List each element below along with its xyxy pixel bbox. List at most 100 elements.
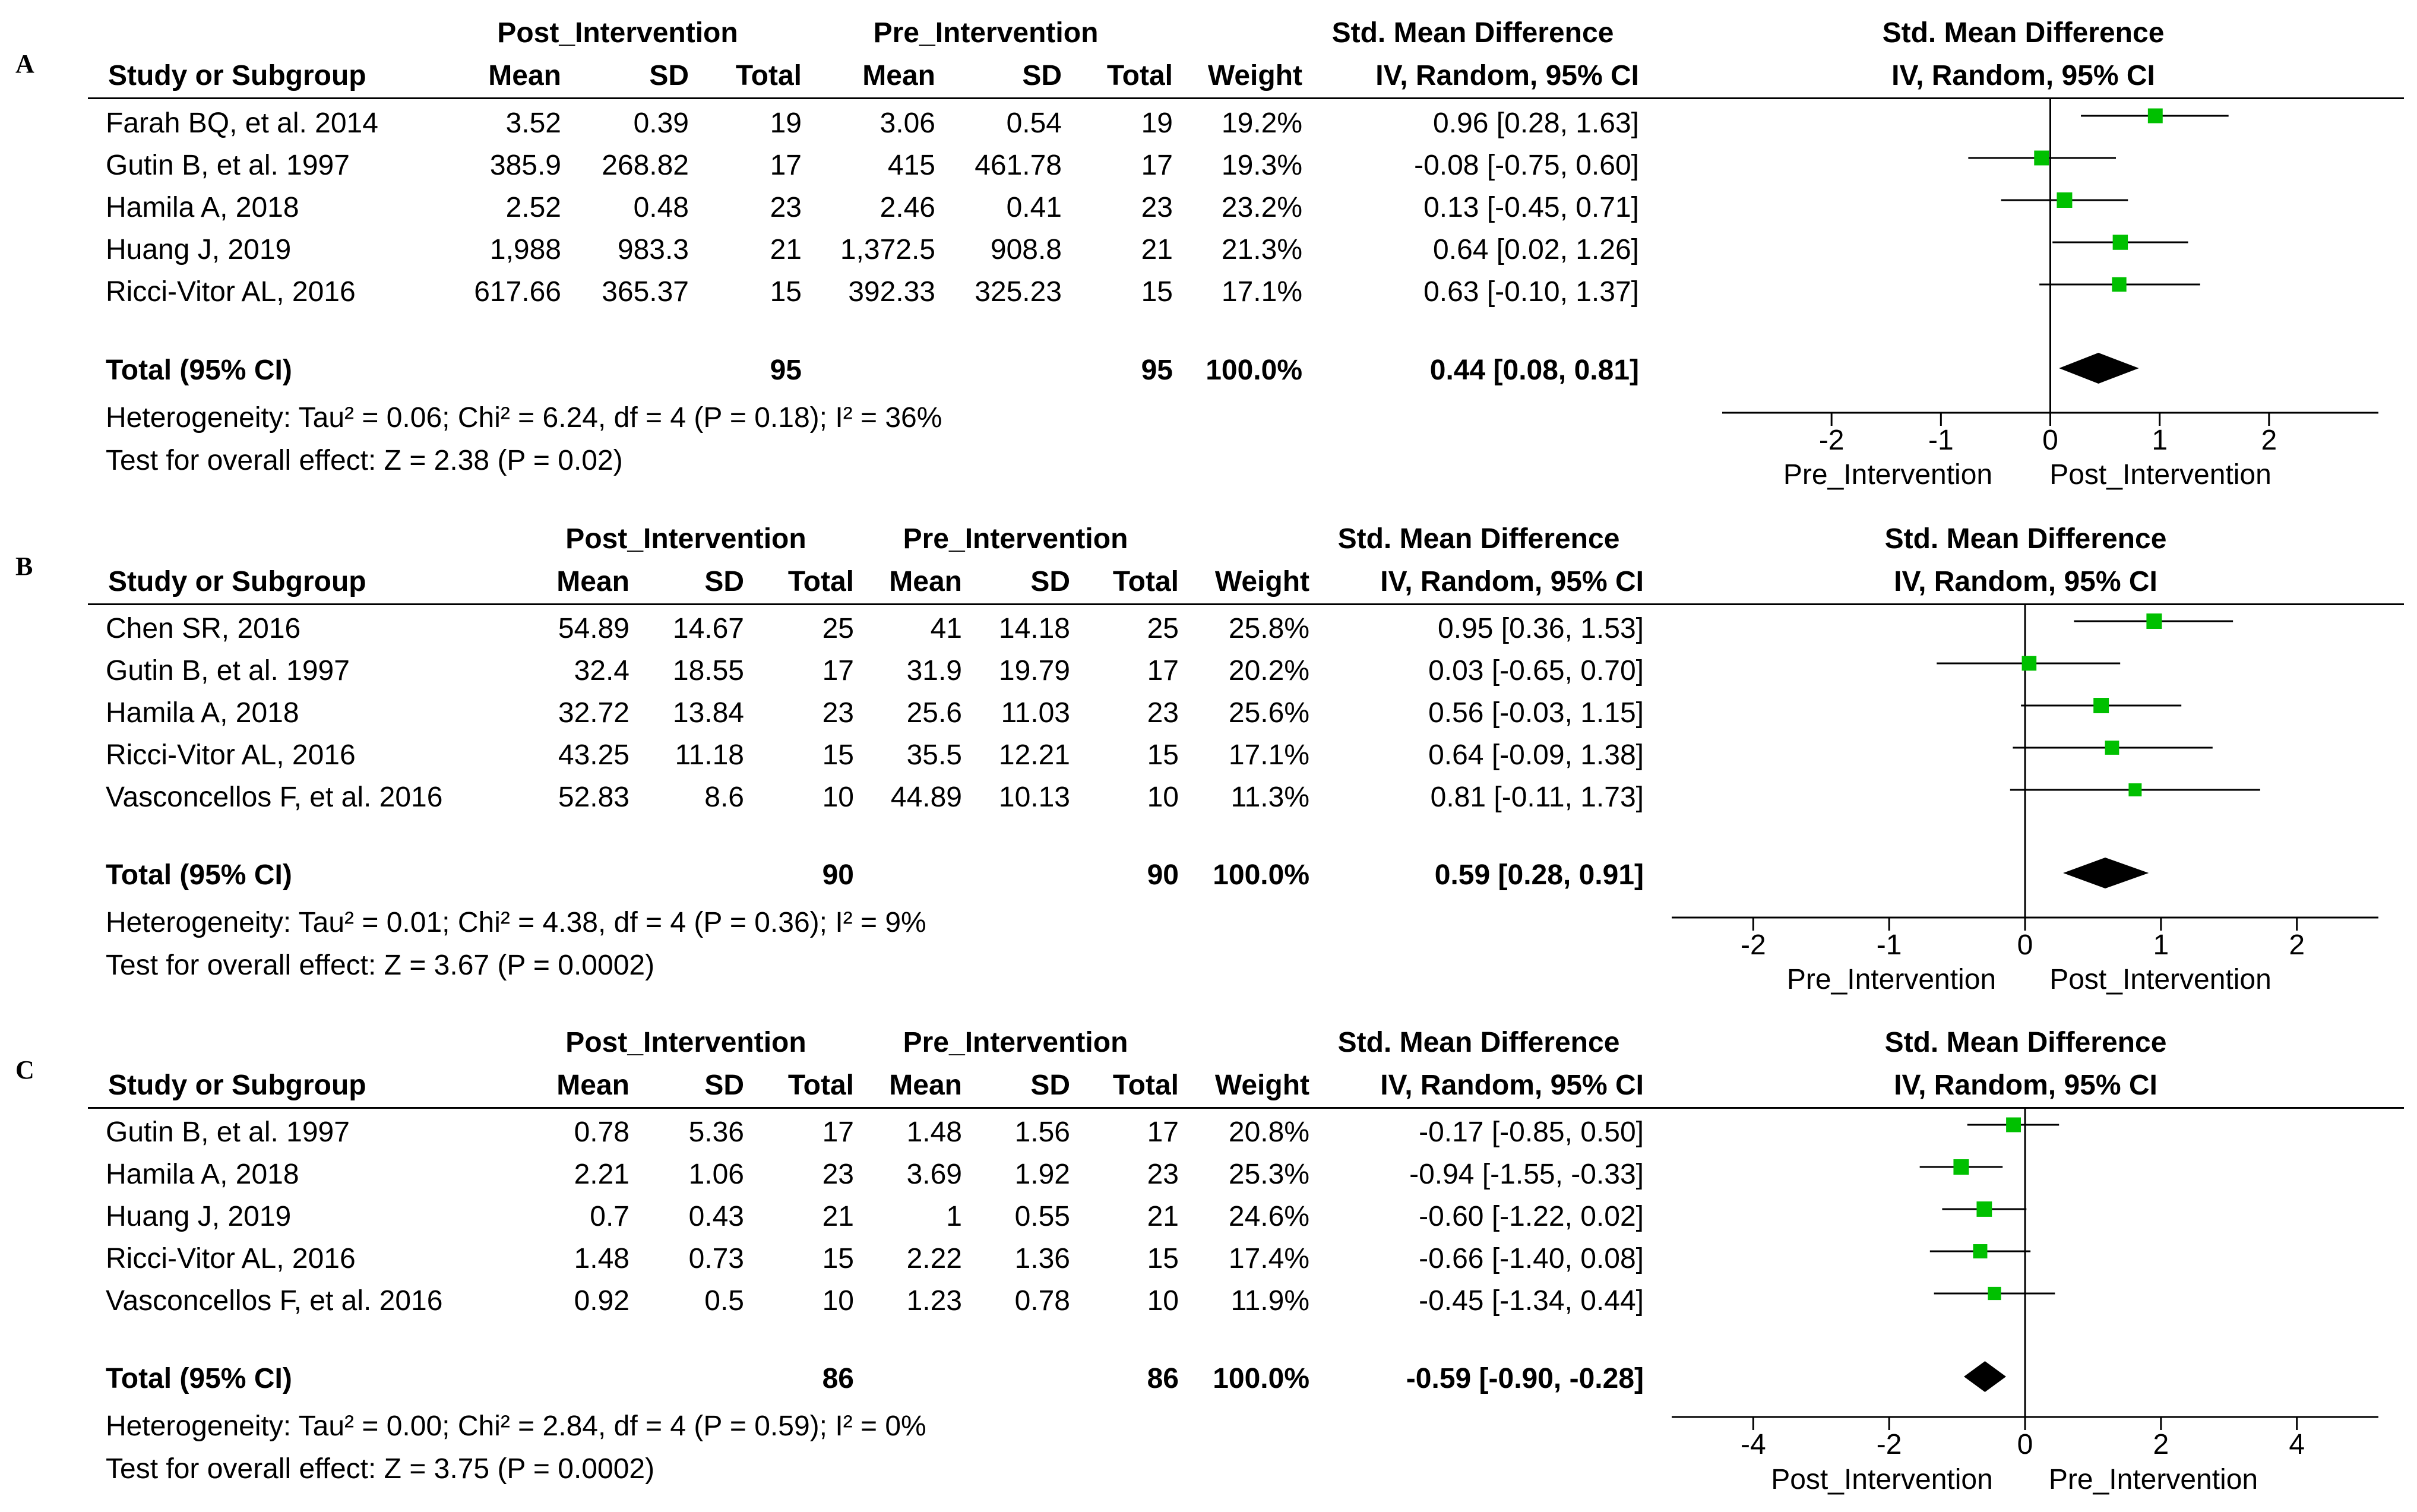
weight: 25.3%: [1228, 1159, 1309, 1190]
study-column-header: Study or Subgroup: [108, 566, 366, 597]
post-total-header: Total: [787, 1070, 854, 1101]
x-tick-label: 0: [2042, 425, 2058, 456]
header-rule: [88, 97, 2404, 99]
post-mean: 32.72: [558, 697, 629, 729]
weight: 20.8%: [1228, 1116, 1309, 1148]
post-sd: 1.06: [688, 1159, 744, 1190]
pre-total-header: Total: [1112, 566, 1179, 597]
study-name: Gutin B, et al. 1997: [106, 1116, 350, 1148]
study-name: Ricci-Vitor AL, 2016: [106, 1243, 356, 1274]
pre-total: 15: [1141, 276, 1173, 308]
header-rule: [88, 603, 2404, 605]
post-total: 17: [822, 1116, 854, 1148]
ci-method-header: IV, Random, 95% CI: [1375, 60, 1639, 91]
ci-method-header: IV, Random, 95% CI: [1380, 1070, 1644, 1101]
post-group-header: Post_Intervention: [565, 523, 806, 555]
total-ci-text: 0.44 [0.08, 0.81]: [1429, 355, 1639, 386]
effect-marker: [1973, 1244, 1988, 1258]
pre-sd: 0.55: [1014, 1201, 1070, 1232]
effect-marker: [2057, 192, 2073, 208]
post-total: 23: [770, 192, 802, 223]
forest-plot-panel-c: C Post_Intervention Pre_Intervention Std…: [0, 1008, 2417, 1512]
post-sd: 13.84: [672, 697, 744, 729]
pre-total-header: Total: [1112, 1070, 1179, 1101]
pre-total: 10: [1147, 1285, 1179, 1317]
pre-sd-header: SD: [1030, 566, 1070, 597]
pre-mean: 31.9: [906, 655, 962, 687]
effect-marker: [2105, 741, 2119, 755]
total-ci-text: -0.59 [-0.90, -0.28]: [1406, 1363, 1644, 1394]
pre-mean: 35.5: [906, 739, 962, 771]
total-weight: 100.0%: [1213, 859, 1309, 891]
right-favours-label: Pre_Intervention: [2048, 1464, 2258, 1495]
post-grand-total: 95: [770, 355, 802, 386]
pre-group-header: Pre_Intervention: [903, 523, 1128, 555]
ci-text: 0.95 [0.36, 1.53]: [1438, 613, 1644, 644]
pre-mean: 44.89: [890, 782, 962, 813]
effect-marker: [2128, 783, 2142, 796]
smd-header-plot: Std. Mean Difference: [1882, 17, 2165, 49]
panel-label: A: [15, 49, 34, 78]
x-tick-label: 2: [2153, 1429, 2169, 1460]
post-mean: 2.52: [505, 192, 561, 223]
ci-text: 0.63 [-0.10, 1.37]: [1423, 276, 1639, 308]
study-name: Gutin B, et al. 1997: [106, 655, 350, 687]
pre-total: 17: [1141, 150, 1173, 181]
pre-sd: 1.92: [1014, 1159, 1070, 1190]
right-favours-label: Post_Intervention: [2049, 459, 2272, 491]
pre-total: 15: [1147, 1243, 1179, 1274]
weight: 17.4%: [1228, 1243, 1309, 1274]
pre-grand-total: 86: [1147, 1363, 1179, 1394]
total-label: Total (95% CI): [106, 1363, 292, 1394]
pooled-effect-diamond: [2063, 858, 2149, 888]
weight: 17.1%: [1228, 739, 1309, 771]
pre-mean: 392.33: [848, 276, 935, 308]
ci-method-header-plot: IV, Random, 95% CI: [1894, 566, 2157, 597]
study-column-header: Study or Subgroup: [108, 60, 366, 91]
weight: 21.3%: [1221, 234, 1302, 265]
pre-sd: 0.54: [1006, 107, 1062, 139]
pre-sd-header: SD: [1022, 60, 1062, 91]
post-mean: 0.78: [574, 1116, 629, 1148]
study-column-header: Study or Subgroup: [108, 1070, 366, 1101]
left-favours-label: Pre_Intervention: [1786, 964, 1997, 995]
pre-group-header: Pre_Intervention: [873, 17, 1099, 49]
post-total: 21: [770, 234, 802, 265]
smd-header: Std. Mean Difference: [1337, 1027, 1620, 1058]
pre-mean: 2.22: [906, 1243, 962, 1274]
ci-method-header: IV, Random, 95% CI: [1380, 566, 1644, 597]
overall-effect-test: Test for overall effect: Z = 2.38 (P = 0…: [106, 445, 623, 476]
post-mean: 617.66: [474, 276, 561, 308]
effect-marker: [1953, 1159, 1969, 1175]
weight: 19.2%: [1221, 107, 1302, 139]
left-favours-label: Post_Intervention: [1771, 1464, 1993, 1495]
post-total: 10: [822, 1285, 854, 1317]
post-group-header: Post_Intervention: [497, 17, 738, 49]
post-sd: 8.6: [704, 782, 744, 813]
pre-sd: 19.79: [998, 655, 1070, 687]
overall-effect-test: Test for overall effect: Z = 3.67 (P = 0…: [106, 950, 655, 981]
total-label: Total (95% CI): [106, 859, 292, 891]
ci-text: -0.17 [-0.85, 0.50]: [1419, 1116, 1644, 1148]
pre-total-header: Total: [1106, 60, 1173, 91]
pre-grand-total: 95: [1141, 355, 1173, 386]
post-total: 19: [770, 107, 802, 139]
pre-total: 17: [1147, 1116, 1179, 1148]
pre-sd: 0.78: [1014, 1285, 1070, 1317]
panel-label: B: [15, 552, 33, 581]
weight: 20.2%: [1228, 655, 1309, 687]
post-total: 15: [770, 276, 802, 308]
post-sd: 0.48: [633, 192, 689, 223]
x-tick-label: 1: [2152, 425, 2168, 456]
pre-sd: 12.21: [998, 739, 1070, 771]
forest-plot: -2 -1 0 1 2: [1672, 604, 2378, 961]
total-weight: 100.0%: [1206, 355, 1302, 386]
post-total: 23: [822, 697, 854, 729]
total-ci-text: 0.59 [0.28, 0.91]: [1434, 859, 1644, 891]
pre-total: 17: [1147, 655, 1179, 687]
post-sd: 0.5: [704, 1285, 744, 1317]
post-sd: 5.36: [688, 1116, 744, 1148]
post-mean: 1,988: [489, 234, 561, 265]
forest-plot: -2 -1 0 1 2: [1722, 98, 2378, 456]
effect-marker: [1976, 1201, 1992, 1217]
